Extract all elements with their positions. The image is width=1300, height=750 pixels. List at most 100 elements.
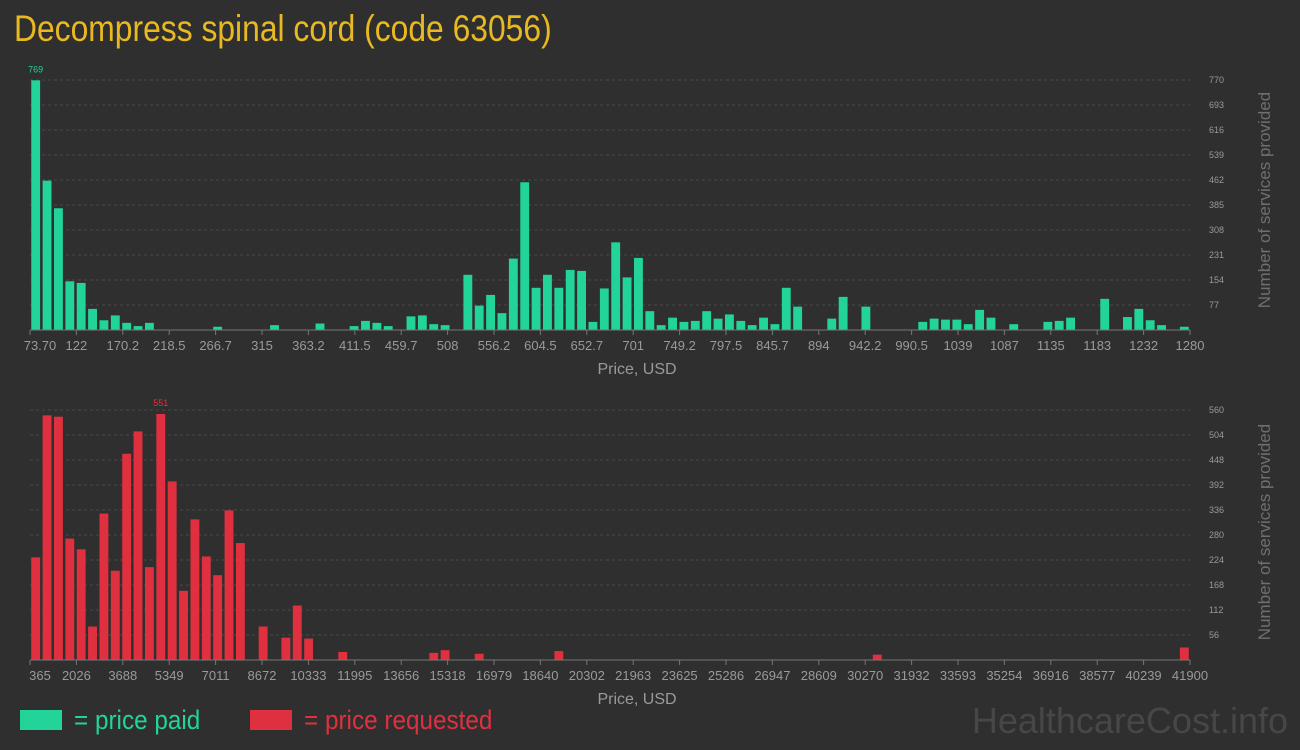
bar [668, 317, 677, 330]
x-tick-label: 701 [622, 338, 644, 353]
bar [986, 317, 996, 330]
x-tick-label: 122 [66, 338, 88, 353]
bar [235, 543, 245, 660]
bar [372, 322, 382, 330]
x-tick-label: 35254 [986, 668, 1022, 683]
x-tick-label: 38577 [1079, 668, 1115, 683]
page-title: Decompress spinal cord (code 63056) [14, 8, 552, 49]
bar [588, 321, 598, 330]
legend-price-paid: = price paid [20, 705, 214, 735]
x-tick-label: 28609 [801, 668, 837, 683]
y-tick-label: 616 [1209, 125, 1224, 135]
bar [781, 287, 791, 330]
x-tick-label: 363.2 [292, 338, 325, 353]
bar [224, 510, 234, 660]
bar [292, 605, 302, 660]
x-tick-label: 31932 [894, 668, 930, 683]
x-tick-label: 5349 [155, 668, 184, 683]
bar [110, 315, 120, 330]
bar [122, 322, 132, 330]
x-tick-label: 652.7 [571, 338, 604, 353]
y-tick-label: 168 [1209, 580, 1224, 590]
bar [144, 567, 154, 660]
y-tick-label: 154 [1209, 275, 1224, 285]
y-tick-label: 448 [1209, 455, 1224, 465]
bar [88, 626, 97, 660]
x-tick-label: 315 [251, 338, 273, 353]
bar [770, 324, 780, 330]
bar [713, 318, 723, 330]
bar [633, 257, 643, 330]
bar [520, 182, 530, 330]
x-tick-label: 1039 [944, 338, 973, 353]
x-tick-label: 266.7 [199, 338, 232, 353]
bar [508, 258, 518, 330]
bar [952, 319, 962, 330]
y-tick-label: 693 [1209, 100, 1224, 110]
x-tick-label: 508 [437, 338, 459, 353]
x-tick-label: 73.70 [24, 338, 57, 353]
bar [429, 324, 439, 330]
y-axis-title: Number of services provided [1255, 424, 1274, 640]
y-tick-label: 56 [1209, 630, 1219, 640]
bar [577, 270, 587, 330]
bar [53, 208, 63, 330]
bar [213, 326, 223, 330]
x-tick-label: 218.5 [153, 338, 186, 353]
bar [406, 316, 416, 330]
bar [918, 321, 928, 330]
bar [838, 296, 848, 330]
x-tick-label: 365 [29, 668, 51, 683]
bar [554, 287, 564, 330]
x-tick-label: 20302 [569, 668, 605, 683]
price-requested-chart: 56 112 168 224 280 336 392 448 504 560 551 365 2026 3… [29, 398, 1274, 708]
bar [941, 319, 950, 330]
bar [543, 274, 552, 330]
y-tick-label: 280 [1209, 530, 1224, 540]
bar [190, 519, 200, 660]
legend-paid-swatch [20, 710, 62, 730]
bar [963, 324, 973, 330]
bar [338, 651, 348, 660]
x-tick-label: 33593 [940, 668, 976, 683]
watermark: HealthcareCost.info [971, 700, 1288, 741]
x-tick-label: 1135 [1037, 338, 1065, 353]
bar [65, 538, 75, 660]
bar [1134, 308, 1144, 330]
x-tick-label: 13656 [383, 668, 419, 683]
bar [1179, 647, 1189, 660]
bar [1100, 298, 1110, 330]
y-tick-label: 504 [1209, 430, 1224, 440]
bar [201, 556, 211, 660]
x-axis-title: Price, USD [597, 361, 676, 378]
bar [383, 326, 393, 330]
bar [76, 282, 86, 330]
x-tick-label: 604.5 [524, 338, 557, 353]
bar [622, 277, 632, 330]
y-tick-label: 539 [1209, 150, 1224, 160]
y-axis-title: Number of services provided [1255, 92, 1274, 308]
x-tick-label: 36916 [1033, 668, 1069, 683]
y-tick-label: 462 [1209, 175, 1224, 185]
x-tick-label: 411.5 [339, 338, 371, 353]
bar [440, 325, 450, 330]
x-tick-label: 25286 [708, 668, 744, 683]
bar [440, 650, 450, 660]
bar [304, 638, 314, 660]
bar [554, 651, 564, 660]
bar [156, 414, 166, 660]
x-tick-label: 21963 [615, 668, 651, 683]
bar [1066, 317, 1076, 330]
y-tick-label: 385 [1209, 200, 1224, 210]
bar [167, 481, 177, 660]
bar [1157, 325, 1167, 330]
y-tick-label: 112 [1209, 605, 1223, 615]
bar [349, 326, 359, 330]
bar [315, 323, 325, 330]
bar [133, 431, 143, 660]
bar [1179, 326, 1189, 330]
bar [656, 325, 666, 330]
bar [724, 314, 734, 330]
x-tick-label: 1232 [1129, 338, 1158, 353]
y-tick-label: 560 [1209, 405, 1224, 415]
